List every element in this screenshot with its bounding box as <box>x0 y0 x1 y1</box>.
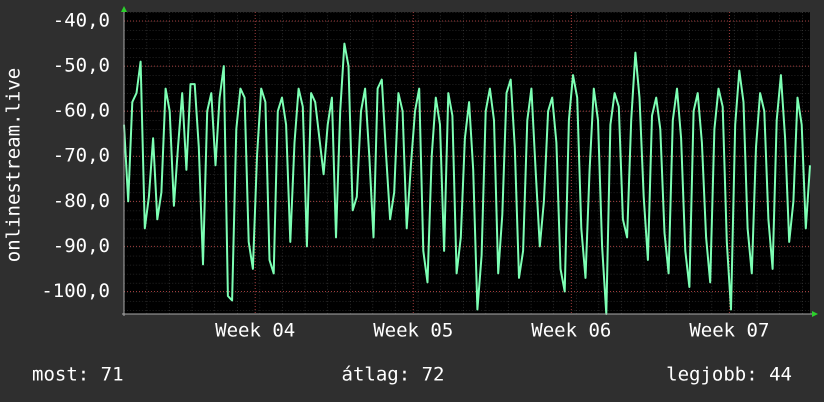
y-tick-label: -40,0 <box>53 10 110 32</box>
y-axis-label: onlinestream.live <box>3 68 25 262</box>
axis-arrow <box>121 6 127 12</box>
axis-arrow <box>812 311 818 317</box>
y-tick-label: -90,0 <box>53 235 110 257</box>
y-tick-label: -100,0 <box>41 280 110 302</box>
y-tick-label: -50,0 <box>53 55 110 77</box>
x-tick-label: Week 07 <box>689 320 769 342</box>
y-tick-label: -80,0 <box>53 190 110 212</box>
minor-grid <box>124 12 810 314</box>
footer-text: átlag: 72 <box>342 364 445 386</box>
y-tick-label: -70,0 <box>53 145 110 167</box>
footer-text: legjobb: 44 <box>666 364 792 386</box>
data-line <box>123 42 811 315</box>
x-tick-label: Week 05 <box>373 320 453 342</box>
x-tick-label: Week 04 <box>215 320 295 342</box>
footer-text: most: 71 <box>32 364 124 386</box>
x-tick-label: Week 06 <box>531 320 611 342</box>
y-tick-label: -60,0 <box>53 100 110 122</box>
